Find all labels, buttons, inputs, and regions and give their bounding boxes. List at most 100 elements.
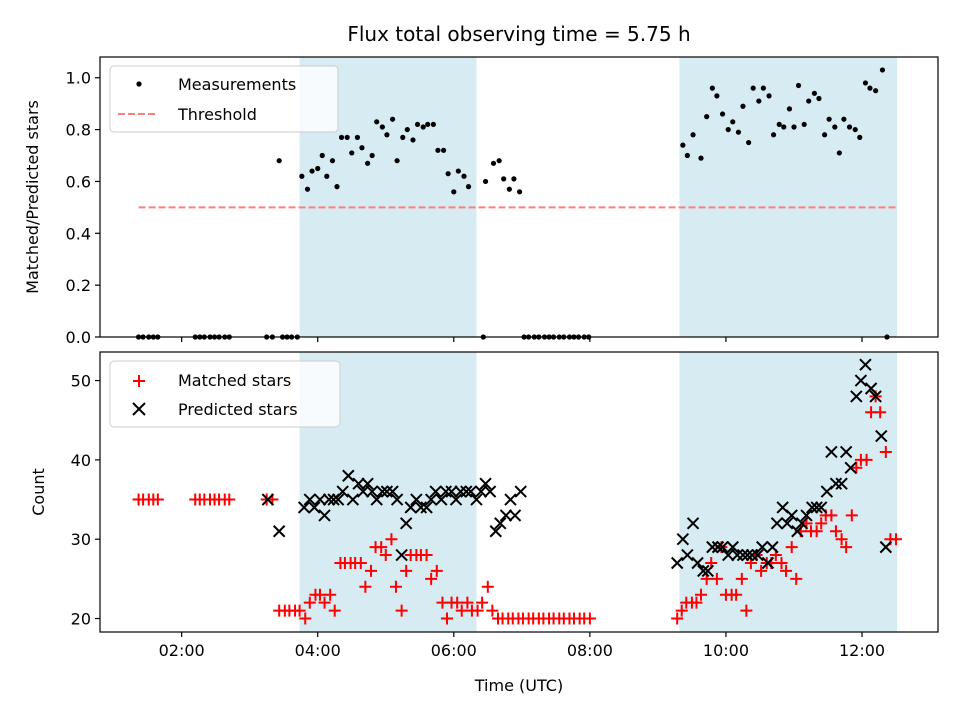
predicted-star-point: [697, 564, 710, 578]
measurement-point: [445, 171, 451, 177]
top-legend-box: [109, 65, 339, 133]
matched-star-point: [481, 580, 494, 593]
predicted-star-point: [454, 485, 467, 498]
measurement-point: [379, 124, 385, 130]
matched-star-point: [365, 564, 378, 577]
predicted-star-point: [814, 501, 828, 514]
matched-star-point: [775, 556, 788, 569]
matched-star-point: [400, 564, 413, 577]
matched-star-point: [879, 445, 892, 458]
measurement-point: [516, 189, 523, 195]
top-y-tick-label: 0.6: [66, 172, 91, 191]
predicted-star-point: [864, 382, 878, 395]
matched-star-point: [835, 533, 848, 546]
measurement-point: [365, 160, 371, 166]
measurement-point: [704, 114, 710, 120]
matched-star-point: [324, 588, 337, 601]
predicted-star-point: [370, 493, 383, 506]
measurement-point: [690, 132, 696, 138]
matched-star-point: [328, 604, 341, 617]
predicted-star-point: [751, 548, 764, 562]
matched-star-point: [451, 596, 464, 609]
measurement-point: [324, 173, 330, 179]
predicted-star-point: [844, 461, 857, 475]
bottom-y-axis-label: Count: [29, 468, 48, 516]
measurement-point: [369, 152, 375, 159]
predicted-star-point: [361, 477, 374, 490]
measurement-point: [709, 85, 715, 91]
matched-star-point: [389, 580, 402, 593]
x-tick-label: 06:00: [431, 641, 477, 660]
bottom-y-tick-label: 30: [71, 530, 91, 549]
measurement-point: [756, 98, 762, 104]
matched-star-point: [375, 541, 388, 554]
legend-matched-marker: [133, 375, 145, 387]
legend-measurements-label: Measurements: [178, 75, 296, 94]
matched-star-point: [354, 556, 367, 569]
matched-star-point: [299, 612, 312, 625]
measurement-point: [770, 132, 777, 138]
bottom-legend: Matched stars Predicted stars: [109, 360, 341, 428]
matched-star-point: [829, 525, 842, 538]
predicted-star-point: [439, 485, 453, 498]
predicted-star-point: [504, 493, 517, 506]
predicted-star-point: [404, 501, 417, 514]
measurement-point: [455, 168, 461, 174]
measurement-point: [440, 147, 447, 153]
matched-star-point: [455, 604, 468, 617]
measurement-point: [714, 93, 720, 99]
predicted-star-point: [308, 501, 321, 514]
matched-star-point: [675, 604, 688, 617]
measurement-point: [806, 98, 812, 104]
bottom-plot-frame: [99, 351, 939, 633]
measurement-point: [414, 121, 421, 128]
matched-star-point: [695, 588, 708, 601]
predicted-star-point: [810, 501, 823, 514]
measurement-point: [811, 90, 817, 96]
measurement-point: [354, 134, 361, 140]
legend-predicted-marker: [132, 402, 146, 416]
predicted-star-point: [741, 548, 754, 562]
predicted-star-point: [850, 390, 863, 403]
predicted-star-point: [390, 493, 404, 506]
matched-star-point: [785, 541, 798, 554]
predicted-star-point: [770, 517, 784, 530]
predicted-star-point: [336, 485, 349, 498]
measurement-point: [867, 85, 873, 91]
predicted-star-point: [835, 477, 848, 490]
predicted-star-point: [805, 501, 819, 514]
observing-window-2: [679, 57, 898, 337]
predicted-star-point: [479, 477, 492, 490]
measurement-point: [349, 150, 355, 156]
predicted-star-point: [322, 493, 336, 506]
bottom-y-tick-label: 40: [71, 451, 91, 470]
predicted-star-point: [859, 358, 872, 371]
predicted-star-point: [761, 556, 775, 570]
measurement-point: [374, 119, 380, 125]
measurement-point: [857, 134, 863, 140]
measurement-point: [879, 67, 886, 73]
measurement-point: [435, 147, 441, 153]
predicted-star-point: [716, 540, 729, 554]
matched-star-point: [425, 572, 438, 585]
measurement-point: [338, 134, 345, 140]
top-y-tick-label: 0.8: [66, 121, 91, 140]
measurement-point: [846, 124, 853, 130]
measurement-point: [501, 176, 507, 182]
predicted-star-point: [756, 540, 769, 554]
predicted-star-point: [839, 445, 853, 459]
measurement-point: [404, 126, 410, 133]
top-measurement-points: [135, 67, 890, 340]
matched-star-point: [860, 453, 873, 466]
predicted-star-point: [449, 493, 463, 506]
top-y-axis-label: Matched/Predicted stars: [23, 100, 42, 294]
measurement-point: [490, 160, 497, 166]
predicted-star-point: [464, 485, 478, 498]
predicted-star-point: [318, 509, 331, 522]
measurement-point: [384, 132, 390, 138]
predicted-star-point: [731, 548, 744, 562]
predicted-star-point: [376, 485, 389, 498]
top-legend: Measurements Threshold: [109, 65, 339, 133]
measurement-point: [841, 116, 847, 122]
predicted-star-point: [470, 493, 483, 506]
